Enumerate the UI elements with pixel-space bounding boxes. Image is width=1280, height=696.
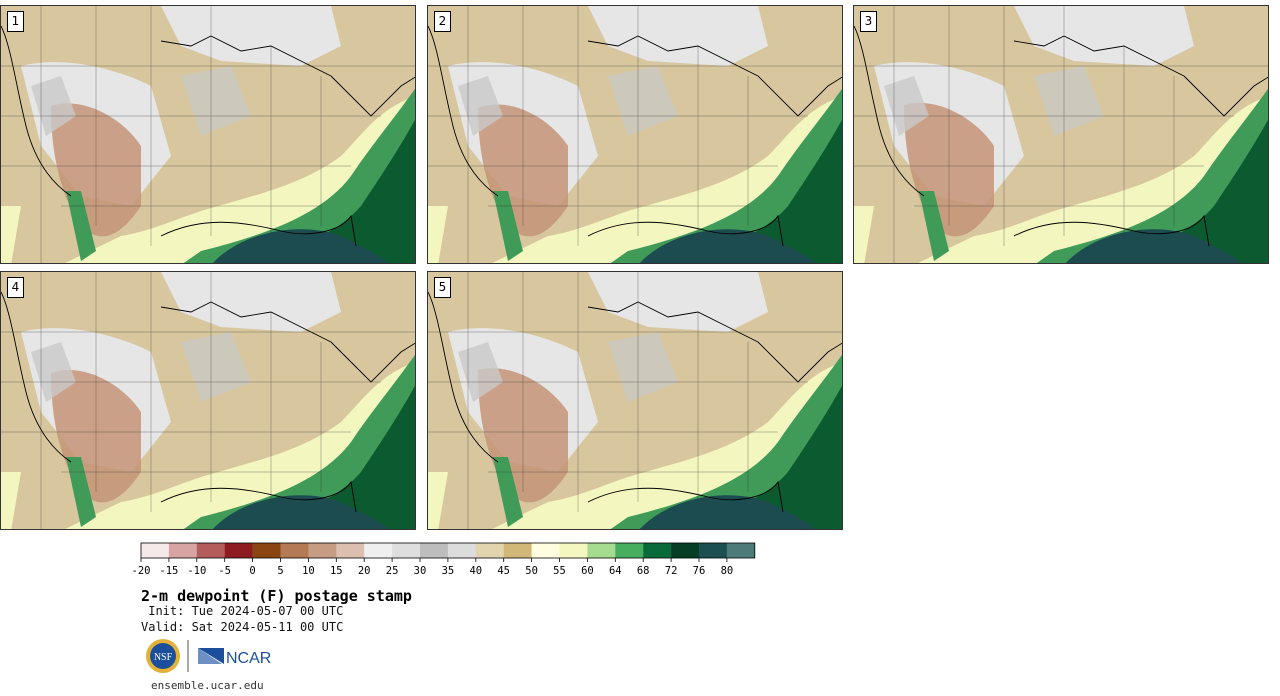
colorbar-swatch — [252, 543, 281, 558]
colorbar: -20 -15 -10 -5 0 5 10 15 20 25 30 35 40 45 50 55 60 64 68 7… — [132, 542, 756, 577]
colorbar-swatch — [280, 543, 309, 558]
colorbar-swatch — [671, 543, 700, 558]
member-number: 4 — [7, 277, 24, 298]
nsf-logo: NSF — [146, 639, 180, 673]
colorbar-swatch — [559, 543, 588, 558]
colorbar-tick-label: 15 — [330, 565, 343, 577]
colorbar-tick-label: 60 — [581, 565, 594, 577]
colorbar-tick-label: 35 — [442, 565, 455, 577]
dewpoint-map — [1, 272, 415, 529]
colorbar-tick-label: 30 — [414, 565, 427, 577]
colorbar-swatch — [168, 543, 197, 558]
colorbar-tick-label: -20 — [132, 565, 151, 577]
colorbar-swatch — [196, 543, 225, 558]
colorbar-tick-label: 0 — [249, 565, 255, 577]
nsf-logo-text: NSF — [154, 652, 173, 663]
colorbar-swatch — [364, 543, 393, 558]
member-panel: 3 — [853, 5, 1269, 264]
member-panel: 4 — [0, 271, 416, 530]
colorbar-swatch — [503, 543, 532, 558]
colorbar-tick-label: 55 — [553, 565, 566, 577]
colorbar-tick-label: 72 — [665, 565, 678, 577]
member-panel: 5 — [427, 271, 843, 530]
colorbar-swatch — [615, 543, 644, 558]
colorbar-tick-label: 68 — [637, 565, 650, 577]
ncar-logo: NCAR — [198, 648, 271, 667]
member-number: 5 — [434, 277, 451, 298]
member-number: 3 — [860, 11, 877, 32]
map-title: 2-m dewpoint (F) postage stamp — [141, 587, 412, 605]
colorbar-tick-label: 40 — [469, 565, 482, 577]
init-time: Init: Tue 2024-05-07 00 UTC — [141, 604, 344, 618]
footer-url: ensemble.ucar.edu — [151, 679, 264, 692]
colorbar-swatch — [420, 543, 449, 558]
colorbar-tick-label: 5 — [277, 565, 283, 577]
member-number: 2 — [434, 11, 451, 32]
colorbar-tick-label: 80 — [721, 565, 734, 577]
logo-group: NSF NCAR — [146, 639, 271, 673]
member-number: 1 — [7, 11, 24, 32]
colorbar-swatch — [141, 543, 170, 558]
member-panel: 2 — [427, 5, 843, 264]
colorbar-swatch — [392, 543, 421, 558]
colorbar-swatch — [726, 543, 755, 558]
colorbar-tick-label: -15 — [159, 565, 178, 577]
colorbar-tick-label: 64 — [609, 565, 622, 577]
dewpoint-map — [428, 272, 842, 529]
colorbar-swatch — [643, 543, 672, 558]
colorbar-tick-label: 50 — [525, 565, 538, 577]
colorbar-swatch — [531, 543, 560, 558]
colorbar-tick-label: 20 — [358, 565, 371, 577]
colorbar-tick-label: 45 — [497, 565, 510, 577]
dewpoint-map — [1, 6, 415, 263]
colorbar-swatch — [224, 543, 253, 558]
colorbar-swatch — [336, 543, 365, 558]
colorbar-swatch — [587, 543, 616, 558]
colorbar-swatch — [447, 543, 476, 558]
member-panel: 1 — [0, 5, 416, 264]
colorbar-swatch — [699, 543, 728, 558]
colorbar-swatch — [475, 543, 504, 558]
colorbar-tick-label: 76 — [693, 565, 706, 577]
dewpoint-map — [854, 6, 1268, 263]
dewpoint-map — [428, 6, 842, 263]
colorbar-swatch — [308, 543, 337, 558]
ncar-logo-text: NCAR — [226, 650, 271, 667]
valid-time: Valid: Sat 2024-05-11 00 UTC — [141, 620, 344, 634]
colorbar-tick-label: 10 — [302, 565, 315, 577]
colorbar-tick-label: -5 — [218, 565, 231, 577]
colorbar-tick-label: 25 — [386, 565, 399, 577]
colorbar-tick-label: -10 — [187, 565, 206, 577]
